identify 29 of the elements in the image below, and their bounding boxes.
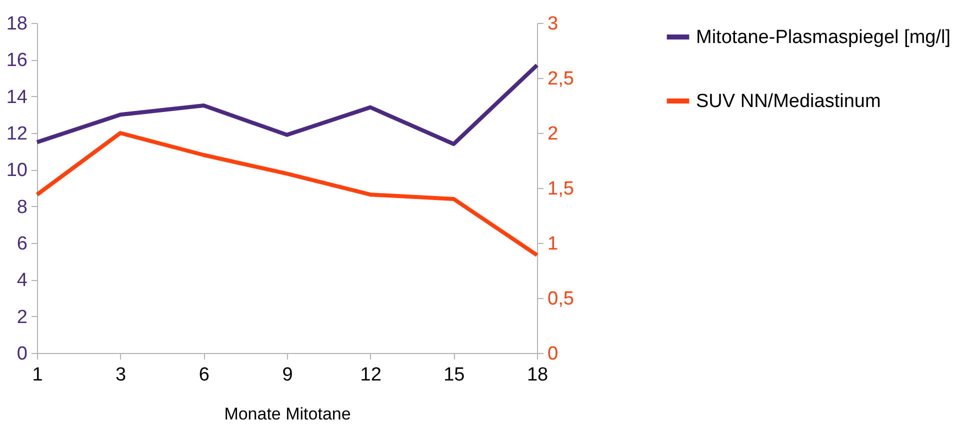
line-series — [35, 63, 539, 146]
y-tick-label: 18 — [6, 14, 28, 34]
y2-tick-label: 1 — [548, 234, 558, 254]
y2-tick-label: 3 — [548, 14, 558, 34]
y-tick-label: 6 — [16, 234, 28, 254]
y-tick-label: 0 — [16, 344, 28, 364]
y-tick-label: 8 — [16, 196, 28, 218]
y-tick-label: 10 — [6, 160, 28, 182]
y-tick-label: 2 — [16, 306, 28, 328]
x-tick-label: 12 — [360, 364, 382, 386]
x-tick-label: 3 — [116, 364, 126, 386]
y-tick-label: 12 — [6, 124, 28, 144]
x-tick-label: 18 — [526, 364, 548, 386]
y2-tick-label: 2 — [548, 124, 558, 144]
y-tick-label: 4 — [16, 270, 28, 292]
x-tick-label: 15 — [444, 364, 465, 386]
x-tick-label: 1 — [32, 364, 43, 386]
line-series — [35, 131, 539, 258]
x-axis-title: Monate Mitotane — [224, 404, 351, 424]
y2-tick-label: 2,5 — [548, 68, 574, 90]
legend-label: SUV NN/Mediastinum — [696, 91, 881, 112]
y2-tick-label: 0 — [548, 344, 558, 364]
x-tick-label: 6 — [198, 364, 210, 386]
legend-label: Mitotane-Plasmaspiegel [mg/l] — [696, 27, 950, 48]
x-tick-label: 9 — [282, 364, 293, 386]
y2-tick-label: 0,5 — [548, 288, 574, 310]
y-tick-label: 14 — [6, 86, 28, 108]
y-tick-label: 16 — [6, 50, 28, 72]
y2-tick-label: 1,5 — [548, 178, 574, 200]
